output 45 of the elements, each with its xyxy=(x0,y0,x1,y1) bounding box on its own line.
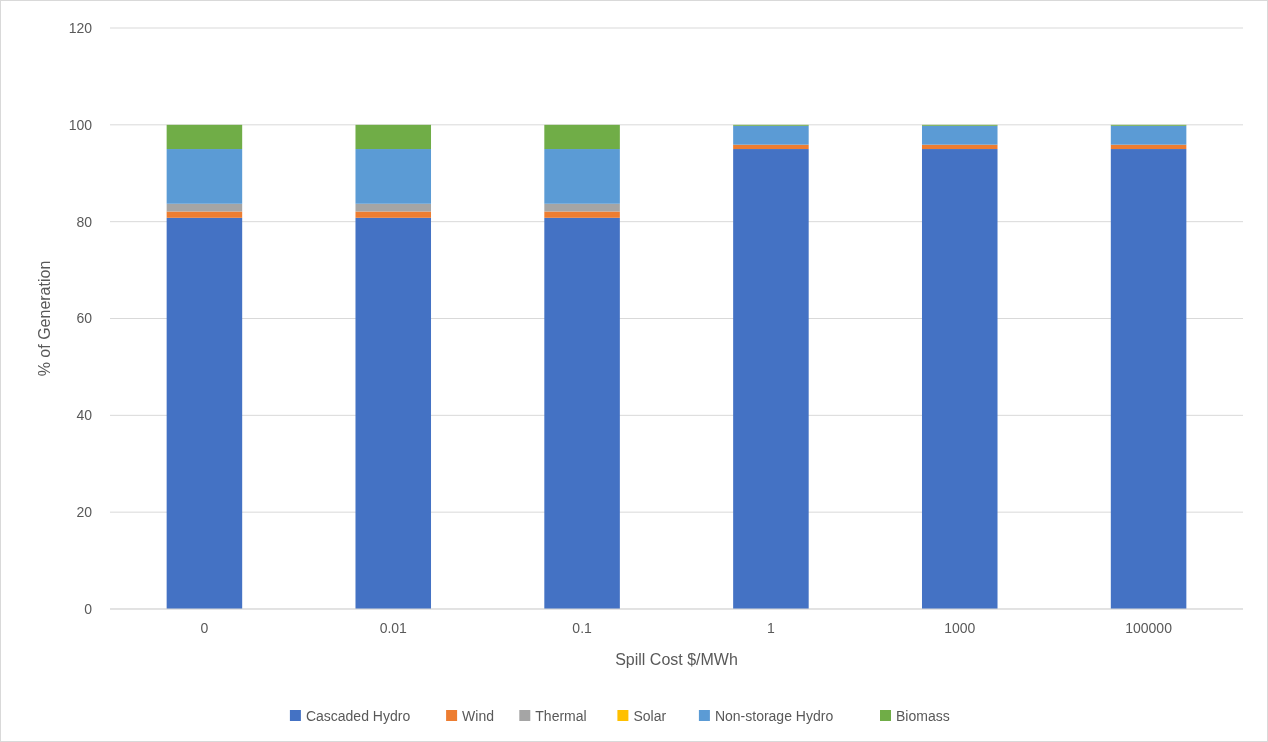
legend-label: Cascaded Hydro xyxy=(305,707,411,724)
x-tick-label: 100000 xyxy=(1125,620,1173,636)
bar xyxy=(733,125,809,145)
bar xyxy=(355,124,432,150)
legend-label: Wind xyxy=(462,707,495,724)
legend-label: Biomass xyxy=(896,707,950,724)
bar xyxy=(166,211,243,218)
x-tick-label: 1000 xyxy=(944,620,976,636)
bar xyxy=(921,144,998,150)
bar xyxy=(544,124,620,150)
bar xyxy=(733,144,809,150)
bar xyxy=(355,149,432,204)
bar xyxy=(1110,125,1187,145)
y-tick-label: 100 xyxy=(68,116,93,133)
x-tick-label: 0.01 xyxy=(379,620,408,636)
bar xyxy=(355,203,432,212)
bar xyxy=(733,149,809,609)
bar xyxy=(355,211,432,218)
y-tick-label: 120 xyxy=(68,19,93,36)
bar xyxy=(166,217,243,609)
legend-label: Thermal xyxy=(535,707,587,724)
legend-label: Non-storage Hydro xyxy=(714,707,834,724)
y-tick-label: 60 xyxy=(76,310,93,327)
bar xyxy=(166,124,243,150)
bar xyxy=(544,149,620,204)
legend-label: Solar xyxy=(633,707,667,724)
x-axis-title: Spill Cost $/MWh xyxy=(615,651,738,668)
y-tick-label: 40 xyxy=(76,407,93,424)
x-tick-label: 1 xyxy=(767,620,776,636)
bar xyxy=(166,203,243,212)
x-tick-label: 0.1 xyxy=(572,620,593,636)
bar xyxy=(544,203,620,212)
bar xyxy=(166,149,243,204)
bar xyxy=(1110,149,1187,609)
y-tick-label: 20 xyxy=(76,504,93,521)
bar xyxy=(921,125,998,145)
bar xyxy=(355,217,432,609)
y-tick-label: 0 xyxy=(84,600,93,617)
x-tick-label: 0 xyxy=(200,620,209,636)
y-axis-title: % of Generation xyxy=(36,260,53,377)
bar xyxy=(544,217,620,609)
bar xyxy=(921,149,998,609)
bar xyxy=(544,211,620,218)
y-tick-label: 80 xyxy=(76,213,93,230)
bar xyxy=(1110,144,1187,150)
